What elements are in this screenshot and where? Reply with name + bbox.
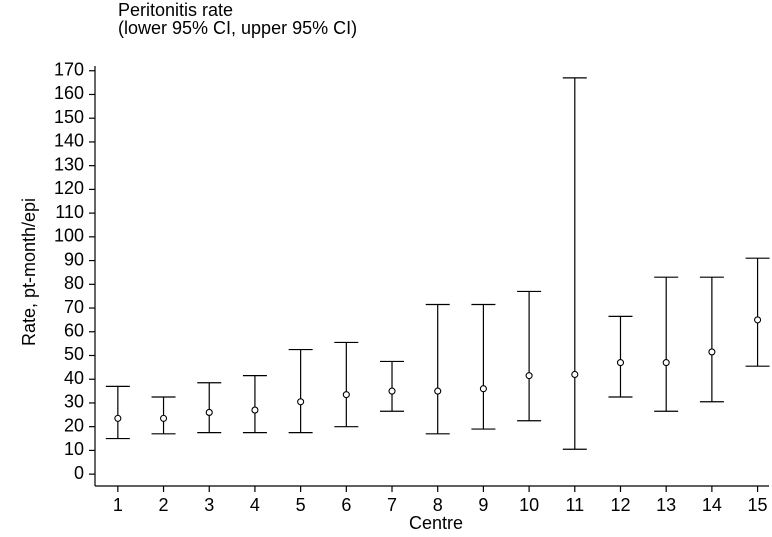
x-tick-label: 14 <box>702 495 722 515</box>
x-tick-label: 7 <box>387 495 397 515</box>
y-tick-label: 110 <box>55 202 84 222</box>
x-tick-label: 11 <box>565 495 584 515</box>
y-tick-label: 70 <box>64 297 84 317</box>
y-tick-label: 60 <box>64 321 84 341</box>
point <box>114 414 122 422</box>
y-tick-label: 150 <box>54 107 84 127</box>
y-tick-label: 50 <box>64 344 84 364</box>
point <box>251 406 259 414</box>
y-tick-label: 80 <box>64 273 84 293</box>
point <box>479 385 487 393</box>
x-tick-label: 5 <box>296 495 306 515</box>
y-tick-label: 100 <box>54 226 84 246</box>
point <box>571 370 579 379</box>
point <box>388 387 396 395</box>
point <box>205 408 213 416</box>
point <box>754 316 762 324</box>
point <box>708 348 716 356</box>
y-tick-label: 90 <box>64 249 84 269</box>
x-tick-label: 9 <box>478 495 488 515</box>
point <box>616 359 625 367</box>
y-tick-label: 20 <box>64 415 84 435</box>
x-tick-label: 4 <box>250 495 260 515</box>
x-axis-label: Centre <box>409 513 463 533</box>
x-tick-label: 1 <box>113 495 123 515</box>
point <box>159 414 168 422</box>
point <box>525 372 533 380</box>
y-tick-label: 130 <box>54 154 84 174</box>
x-tick-label: 12 <box>610 495 630 515</box>
y-tick-label: 40 <box>64 368 84 388</box>
x-tick-label: 13 <box>656 495 676 515</box>
y-tick-label: 0 <box>74 463 84 483</box>
x-tick-label: 10 <box>519 495 539 515</box>
y-tick-label: 30 <box>64 392 84 412</box>
chart-title: Peritonitis rate <box>118 0 233 20</box>
point <box>434 387 442 395</box>
y-axis-label: Rate, pt-month/epi <box>19 198 39 346</box>
y-tick-label: 10 <box>64 439 84 459</box>
y-tick-label: 160 <box>54 83 84 103</box>
x-tick-label: 15 <box>748 495 768 515</box>
chart-subtitle: (lower 95% CI, upper 95% CI) <box>118 18 357 38</box>
y-tick-label: 120 <box>54 178 84 198</box>
point <box>342 391 350 399</box>
x-tick-label: 2 <box>159 495 169 515</box>
point <box>662 359 670 367</box>
x-tick-label: 3 <box>204 495 214 515</box>
y-tick-label: 170 <box>54 59 84 79</box>
y-tick-label: 140 <box>54 131 84 151</box>
x-tick-label: 6 <box>341 495 351 515</box>
point <box>297 398 305 406</box>
x-tick-label: 8 <box>433 495 443 515</box>
